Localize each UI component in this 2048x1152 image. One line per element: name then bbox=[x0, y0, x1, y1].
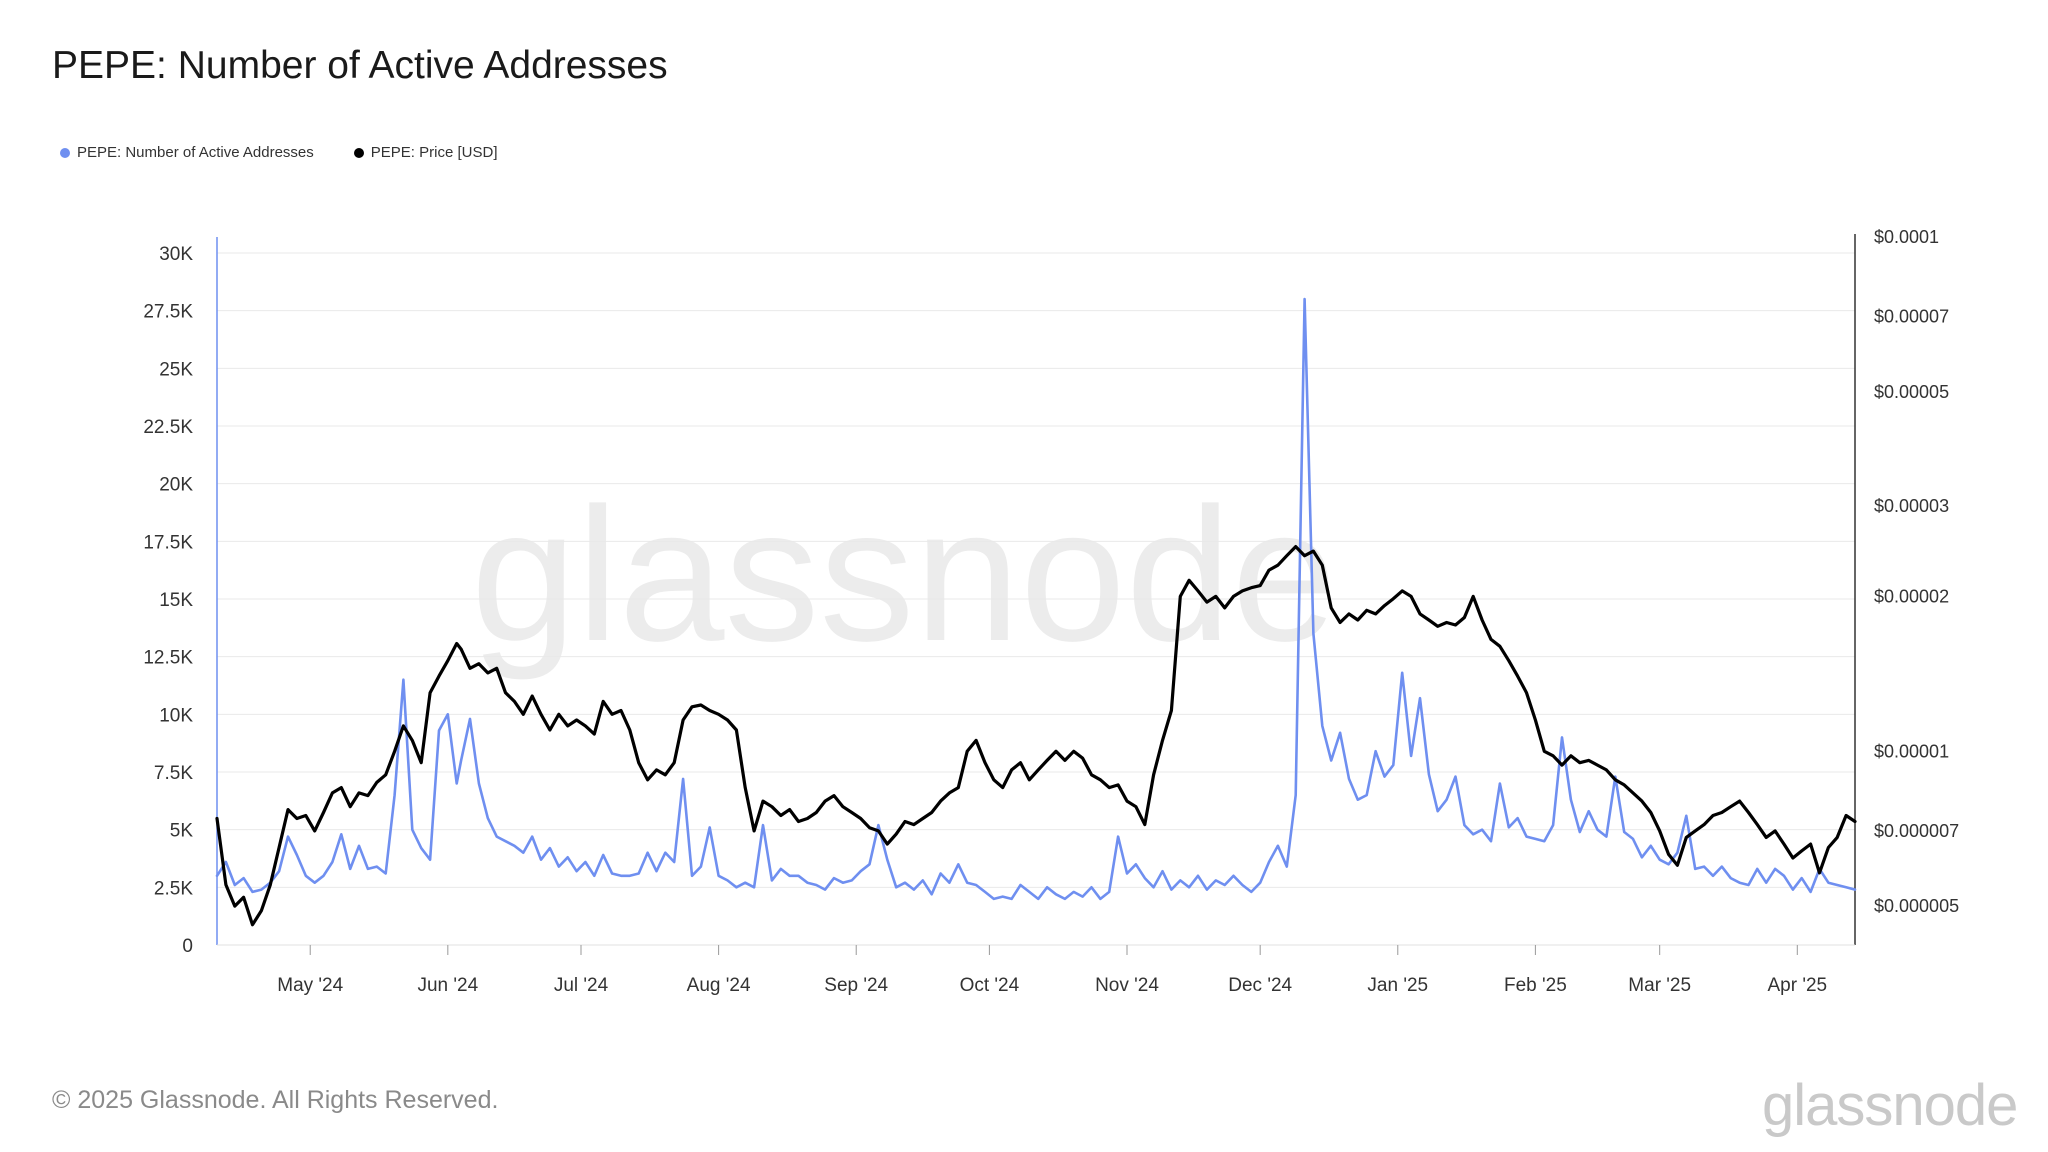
y-left-tick-label: 0 bbox=[182, 936, 193, 957]
legend: PEPE: Number of Active Addresses PEPE: P… bbox=[60, 144, 497, 161]
x-tick-label: Nov '24 bbox=[1095, 975, 1159, 996]
grid bbox=[217, 252, 1855, 946]
y-right-tick-label: $0.0001 bbox=[1874, 227, 1939, 247]
copyright-text: © 2025 Glassnode. All Rights Reserved. bbox=[52, 1086, 499, 1114]
legend-item-active-addresses[interactable]: PEPE: Number of Active Addresses bbox=[60, 144, 314, 161]
x-tick-label: Jan '25 bbox=[1367, 975, 1428, 996]
series-group bbox=[215, 297, 1857, 927]
x-tick-label: Feb '25 bbox=[1504, 975, 1567, 996]
x-tick-label: Sep '24 bbox=[824, 975, 888, 996]
watermark: glassnode bbox=[471, 469, 1337, 681]
y-right-tick-label: $0.00005 bbox=[1874, 382, 1949, 402]
series-line-active-addresses[interactable] bbox=[215, 297, 1857, 901]
left-axis: 0 2.5K 5K 7.5K 10K 12.5K 15K 17.5K 20K 22.5K 25K 27… bbox=[143, 237, 218, 957]
legend-label-active-addresses: PEPE: Number of Active Addresses bbox=[77, 144, 314, 161]
y-left-tick-label: 12.5K bbox=[143, 648, 193, 669]
legend-item-price[interactable]: PEPE: Price [USD] bbox=[353, 144, 498, 161]
y-right-tick-label: $0.000007 bbox=[1874, 821, 1959, 841]
page-title: PEPE: Number of Active Addresses bbox=[52, 44, 668, 87]
y-left-tick-label: 2.5K bbox=[154, 878, 193, 899]
right-axis: $0.000005 $0.000007 $0.00001 $0.00002 $0.000… bbox=[1854, 227, 1959, 945]
x-tick-label: Mar '25 bbox=[1628, 975, 1691, 996]
y-left-tick-label: 7.5K bbox=[154, 763, 193, 784]
x-tick-label: Jun '24 bbox=[417, 975, 478, 996]
x-axis: May '24 Jun '24 Jul '24 Aug '24 Sep '24 Oct '… bbox=[217, 944, 1855, 996]
y-left-tick-label: 30K bbox=[159, 244, 193, 265]
y-left-tick-label: 20K bbox=[159, 475, 193, 496]
x-tick-label: Jul '24 bbox=[554, 975, 609, 996]
y-right-tick-label: $0.00003 bbox=[1874, 496, 1949, 516]
y-right-tick-label: $0.000005 bbox=[1874, 896, 1959, 916]
y-left-tick-label: 27.5K bbox=[143, 302, 193, 323]
legend-label-price: PEPE: Price [USD] bbox=[370, 144, 498, 161]
y-right-tick-label: $0.00007 bbox=[1874, 307, 1949, 327]
x-tick-label: Oct '24 bbox=[960, 975, 1020, 996]
y-left-tick-label: 5K bbox=[170, 821, 194, 842]
series-line-price[interactable] bbox=[215, 545, 1857, 927]
x-tick-label: May '24 bbox=[277, 975, 343, 996]
glassnode-logo: glassnode bbox=[1762, 1073, 2018, 1138]
y-right-tick-label: $0.00001 bbox=[1874, 741, 1949, 761]
y-left-tick-label: 10K bbox=[159, 705, 193, 726]
y-left-tick-label: 17.5K bbox=[143, 532, 193, 553]
y-left-tick-label: 25K bbox=[159, 359, 193, 380]
y-right-tick-label: $0.00002 bbox=[1874, 586, 1949, 606]
x-tick-label: Apr '25 bbox=[1767, 975, 1827, 996]
x-tick-label: Dec '24 bbox=[1228, 975, 1292, 996]
y-left-tick-label: 22.5K bbox=[143, 417, 193, 438]
x-tick-label: Aug '24 bbox=[687, 975, 751, 996]
legend-marker-price bbox=[353, 147, 364, 158]
y-left-tick-label: 15K bbox=[159, 590, 193, 611]
legend-marker-active-addresses bbox=[60, 147, 70, 158]
